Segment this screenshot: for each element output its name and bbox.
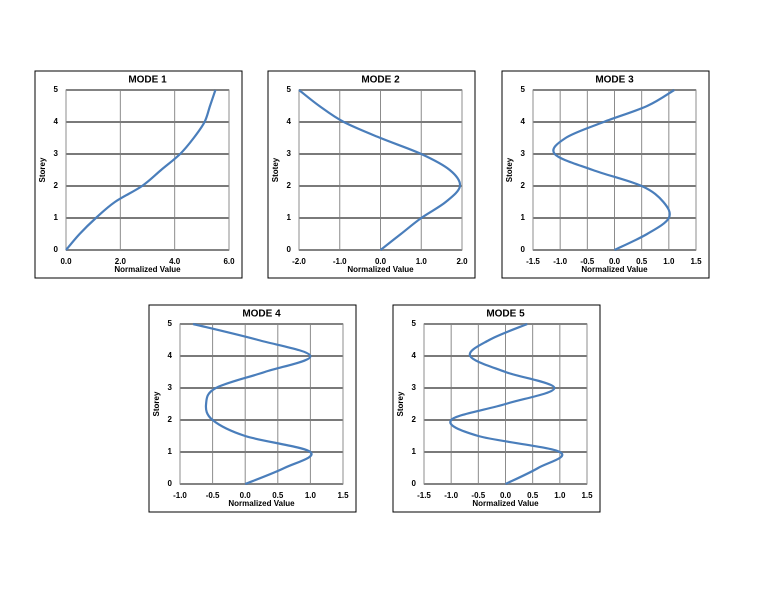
plot-area [65, 89, 230, 251]
chart-frame [392, 304, 601, 513]
x-tick-label: 6.0 [223, 257, 235, 266]
chart: MODE 3 Normalized Value Stotey -1.5 -1.0 -0.5… [501, 70, 710, 279]
y-tick-label: 5 [54, 85, 59, 94]
y-tick-label: 4 [168, 351, 173, 360]
x-tick-label: -1.0 [553, 257, 567, 266]
y-axis-label: Storey [152, 391, 161, 416]
mode-shape-line [552, 89, 675, 251]
x-tick-label: 0.0 [500, 491, 512, 500]
chart-title: MODE 3 [595, 75, 634, 86]
y-tick-label: 4 [412, 351, 417, 360]
x-tick-label: 1.5 [690, 257, 702, 266]
chart-title: MODE 1 [128, 75, 167, 86]
y-tick-label: 2 [54, 181, 59, 190]
x-tick-label: 0.0 [60, 257, 72, 266]
chart-frame [267, 70, 476, 279]
x-tick-label: -0.5 [206, 491, 220, 500]
x-axis-label: Normalized Value [472, 499, 539, 508]
chart-title: MODE 2 [361, 75, 400, 86]
y-tick-label: 5 [168, 319, 173, 328]
y-tick-label: 2 [287, 181, 292, 190]
y-tick-label: 3 [287, 149, 292, 158]
y-tick-label: 0 [412, 479, 417, 488]
mode-shape-line [65, 89, 217, 251]
x-tick-label: -1.0 [333, 257, 347, 266]
y-tick-label: 5 [521, 85, 526, 94]
x-tick-label: 1.5 [581, 491, 593, 500]
y-tick-label: 2 [521, 181, 526, 190]
y-tick-label: 4 [287, 117, 292, 126]
y-tick-label: 1 [287, 213, 292, 222]
x-tick-label: 1.0 [416, 257, 428, 266]
chart: MODE 4 Normalized Value Storey -1.0 -0.5 0.0 0… [148, 304, 357, 513]
x-tick-label: 1.0 [305, 491, 317, 500]
x-tick-label: -1.0 [444, 491, 458, 500]
y-tick-label: 3 [521, 149, 526, 158]
x-tick-label: 0.5 [636, 257, 648, 266]
y-axis-label: Storey [396, 391, 405, 416]
y-tick-label: 3 [412, 383, 417, 392]
x-tick-label: -1.5 [526, 257, 540, 266]
x-tick-label: -0.5 [580, 257, 594, 266]
y-tick-label: 3 [168, 383, 173, 392]
x-tick-label: 0.0 [240, 491, 252, 500]
mode-shape-line [449, 322, 564, 485]
y-axis-label: Stotey [505, 157, 514, 182]
y-tick-label: 0 [521, 245, 526, 254]
chart: MODE 2 Normalized Value Stotey -2.0 -1.0 0.0 1… [267, 70, 476, 279]
y-tick-label: 0 [168, 479, 173, 488]
x-tick-label: 0.0 [609, 257, 621, 266]
y-tick-label: 4 [54, 117, 59, 126]
x-tick-label: -1.5 [417, 491, 431, 500]
x-tick-label: 1.0 [554, 491, 566, 500]
x-tick-label: 1.0 [663, 257, 675, 266]
x-tick-label: 0.5 [272, 491, 284, 500]
x-tick-label: 0.5 [527, 491, 539, 500]
y-tick-label: 1 [168, 447, 173, 456]
mode-shape-line [298, 89, 462, 251]
y-tick-label: 1 [412, 447, 417, 456]
chart: MODE 5 Normalized Value Storey -1.5 -1.0 -0.5… [392, 304, 601, 513]
y-tick-label: 5 [412, 319, 417, 328]
chart: MODE 1 Normalized Value Storey 0.0 2.0 4.0 6.0… [34, 70, 243, 279]
y-tick-label: 0 [54, 245, 59, 254]
x-tick-label: 2.0 [115, 257, 127, 266]
x-tick-label: 2.0 [456, 257, 468, 266]
y-tick-label: 2 [412, 415, 417, 424]
chart-frame [34, 70, 243, 279]
x-tick-label: 1.5 [337, 491, 349, 500]
x-tick-label: -2.0 [292, 257, 306, 266]
chart-title: MODE 5 [486, 309, 525, 320]
chart-title: MODE 4 [242, 309, 281, 320]
y-axis-label: Stotey [271, 157, 280, 182]
x-axis-label: Normalized Value [114, 265, 181, 274]
y-tick-label: 0 [287, 245, 292, 254]
plot-area [179, 323, 344, 485]
x-axis-label: Normalized Value [347, 265, 414, 274]
x-tick-label: 4.0 [169, 257, 181, 266]
mode-shape-line [192, 322, 313, 486]
x-tick-label: -1.0 [173, 491, 187, 500]
y-tick-label: 5 [287, 85, 292, 94]
x-axis-label: Normalized Value [228, 499, 295, 508]
x-tick-label: -0.5 [471, 491, 485, 500]
y-tick-label: 1 [521, 213, 526, 222]
y-axis-label: Storey [38, 157, 47, 182]
y-tick-label: 1 [54, 213, 59, 222]
y-tick-label: 3 [54, 149, 59, 158]
y-tick-label: 2 [168, 415, 173, 424]
y-tick-label: 4 [521, 117, 526, 126]
x-axis-label: Normalized Value [581, 265, 648, 274]
x-tick-label: 0.0 [375, 257, 387, 266]
